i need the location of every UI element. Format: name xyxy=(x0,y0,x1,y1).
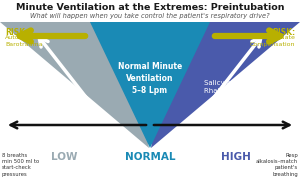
Text: Salicylates, DKA
Rhabdo, Severe
Acidosis: Salicylates, DKA Rhabdo, Severe Acidosis xyxy=(204,80,260,102)
Polygon shape xyxy=(0,22,149,148)
Text: Minute Ventilation at the Extremes: Preintubation: Minute Ventilation at the Extremes: Prei… xyxy=(16,3,284,11)
Text: NORMAL: NORMAL xyxy=(125,152,175,162)
Polygon shape xyxy=(90,22,210,148)
Text: RISK:: RISK: xyxy=(5,28,28,37)
Text: What will happen when you take control the patient's respiratory drive?: What will happen when you take control t… xyxy=(30,13,270,19)
Text: LOW: LOW xyxy=(51,152,77,162)
Text: Inadequate
Compensation: Inadequate Compensation xyxy=(250,35,295,47)
Text: COPD
Asthma: COPD Asthma xyxy=(53,90,83,111)
Text: Auto-PEEP
Barotrauma: Auto-PEEP Barotrauma xyxy=(5,35,43,47)
Text: RISK:: RISK: xyxy=(272,28,295,37)
Text: HIGH: HIGH xyxy=(221,152,251,162)
Text: Resp
alkalosis–match
patient's
breathing: Resp alkalosis–match patient's breathing xyxy=(256,153,298,177)
Polygon shape xyxy=(151,22,300,148)
Text: 8 breaths
min 500 ml to
start-check
pressures: 8 breaths min 500 ml to start-check pres… xyxy=(2,153,39,177)
Text: Normal Minute
Ventilation
5–8 Lpm: Normal Minute Ventilation 5–8 Lpm xyxy=(118,62,182,95)
